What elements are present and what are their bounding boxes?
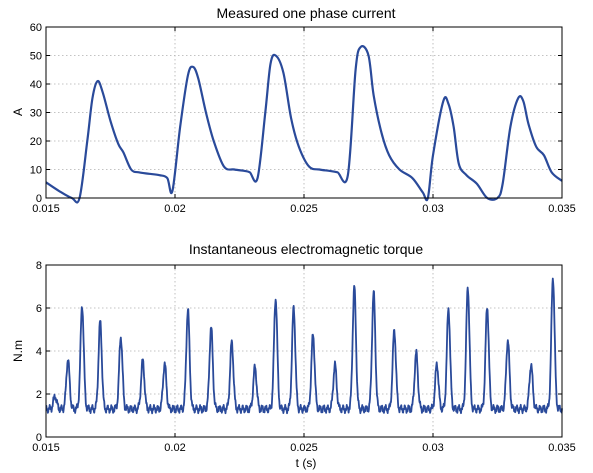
torque-plot-grid — [46, 265, 562, 437]
y-tick-label: 30 — [30, 108, 42, 120]
torque-plot-ticks — [45, 264, 563, 438]
x-tick-label: 0.035 — [548, 203, 576, 215]
current-y-tick-labels: 0 10 20 30 40 50 60 — [30, 22, 42, 205]
y-tick-label: 6 — [36, 303, 42, 315]
torque-x-tick-labels: 0.015 0.02 0.025 0.03 0.035 — [32, 442, 576, 454]
current-x-tick-labels: 0.015 0.02 0.025 0.03 0.035 — [32, 203, 576, 215]
torque-x-axis-label: t (s) — [296, 456, 317, 470]
y-tick-label: 8 — [36, 260, 42, 272]
y-tick-label: 60 — [30, 22, 42, 34]
x-tick-label: 0.02 — [164, 203, 185, 215]
x-tick-label: 0.025 — [290, 203, 318, 215]
torque-plot: Instantaneous electromagnetic torque 0.0… — [11, 241, 576, 470]
torque-plot-title: Instantaneous electromagnetic torque — [189, 241, 423, 257]
current-plot-grid — [46, 27, 562, 198]
y-tick-label: 20 — [30, 136, 42, 148]
x-tick-label: 0.03 — [422, 203, 443, 215]
y-tick-label: 10 — [30, 165, 42, 177]
current-y-axis-label: A — [11, 108, 25, 116]
torque-series-line — [45, 277, 563, 415]
torque-y-axis-label: N.m — [11, 340, 25, 362]
y-tick-label: 0 — [36, 432, 42, 444]
current-series-line — [45, 45, 563, 204]
x-tick-label: 0.015 — [32, 442, 60, 454]
x-tick-label: 0.035 — [548, 442, 576, 454]
y-tick-label: 2 — [36, 389, 42, 401]
torque-y-tick-labels: 0 2 4 6 8 — [36, 260, 42, 444]
y-tick-label: 0 — [36, 193, 42, 205]
y-tick-label: 50 — [30, 51, 42, 63]
y-tick-label: 4 — [36, 346, 42, 358]
x-tick-label: 0.03 — [422, 442, 443, 454]
current-plot: Measured one phase current 0.015 0.02 0.02… — [11, 5, 576, 215]
current-plot-title: Measured one phase current — [217, 5, 396, 21]
x-tick-label: 0.02 — [164, 442, 185, 454]
x-tick-label: 0.025 — [290, 442, 318, 454]
current-plot-ticks — [45, 26, 563, 199]
x-tick-label: 0.015 — [32, 203, 60, 215]
y-tick-label: 40 — [30, 79, 42, 91]
